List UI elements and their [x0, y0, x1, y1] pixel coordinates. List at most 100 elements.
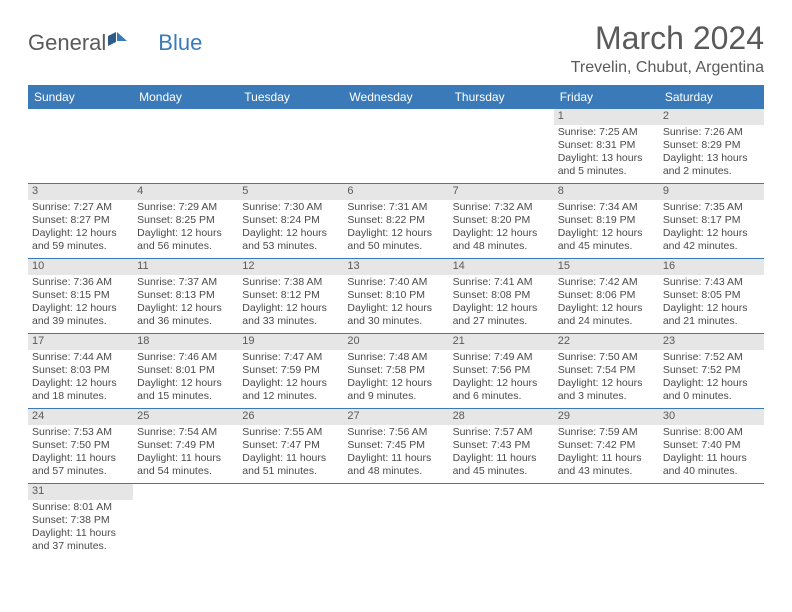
day-number: 16	[659, 259, 764, 275]
daylight-text-1: Daylight: 12 hours	[663, 377, 760, 390]
day-info: Sunrise: 7:49 AMSunset: 7:56 PMDaylight:…	[449, 350, 554, 406]
sunrise-text: Sunrise: 7:53 AM	[32, 426, 129, 439]
daylight-text-2: and 45 minutes.	[558, 240, 655, 253]
daylight-text-1: Daylight: 12 hours	[242, 302, 339, 315]
dayhead-mon: Monday	[133, 85, 238, 109]
calendar-row: 3Sunrise: 7:27 AMSunset: 8:27 PMDaylight…	[28, 184, 764, 259]
daylight-text-2: and 48 minutes.	[453, 240, 550, 253]
day-info: Sunrise: 7:57 AMSunset: 7:43 PMDaylight:…	[449, 425, 554, 481]
day-info: Sunrise: 7:56 AMSunset: 7:45 PMDaylight:…	[343, 425, 448, 481]
calendar-cell: 2Sunrise: 7:26 AMSunset: 8:29 PMDaylight…	[659, 109, 764, 184]
day-number: 3	[28, 184, 133, 200]
calendar-cell	[238, 109, 343, 184]
sunrise-text: Sunrise: 7:35 AM	[663, 201, 760, 214]
sunrise-text: Sunrise: 7:41 AM	[453, 276, 550, 289]
sunset-text: Sunset: 8:05 PM	[663, 289, 760, 302]
day-info: Sunrise: 7:46 AMSunset: 8:01 PMDaylight:…	[133, 350, 238, 406]
sunrise-text: Sunrise: 7:36 AM	[32, 276, 129, 289]
daylight-text-2: and 6 minutes.	[453, 390, 550, 403]
sunset-text: Sunset: 7:40 PM	[663, 439, 760, 452]
day-info: Sunrise: 7:36 AMSunset: 8:15 PMDaylight:…	[28, 275, 133, 331]
sunset-text: Sunset: 7:52 PM	[663, 364, 760, 377]
daylight-text-1: Daylight: 12 hours	[137, 377, 234, 390]
calendar-cell: 5Sunrise: 7:30 AMSunset: 8:24 PMDaylight…	[238, 184, 343, 259]
calendar-cell: 8Sunrise: 7:34 AMSunset: 8:19 PMDaylight…	[554, 184, 659, 259]
sunrise-text: Sunrise: 7:42 AM	[558, 276, 655, 289]
day-info: Sunrise: 7:32 AMSunset: 8:20 PMDaylight:…	[449, 200, 554, 256]
daylight-text-1: Daylight: 11 hours	[347, 452, 444, 465]
daylight-text-1: Daylight: 12 hours	[558, 227, 655, 240]
daylight-text-2: and 36 minutes.	[137, 315, 234, 328]
day-number: 26	[238, 409, 343, 425]
sunset-text: Sunset: 8:24 PM	[242, 214, 339, 227]
day-number: 18	[133, 334, 238, 350]
sunrise-text: Sunrise: 7:54 AM	[137, 426, 234, 439]
calendar-cell: 24Sunrise: 7:53 AMSunset: 7:50 PMDayligh…	[28, 409, 133, 484]
sunrise-text: Sunrise: 8:00 AM	[663, 426, 760, 439]
day-info: Sunrise: 7:34 AMSunset: 8:19 PMDaylight:…	[554, 200, 659, 256]
calendar-cell: 19Sunrise: 7:47 AMSunset: 7:59 PMDayligh…	[238, 334, 343, 409]
daylight-text-2: and 18 minutes.	[32, 390, 129, 403]
day-number: 6	[343, 184, 448, 200]
calendar-cell: 4Sunrise: 7:29 AMSunset: 8:25 PMDaylight…	[133, 184, 238, 259]
day-number: 10	[28, 259, 133, 275]
daylight-text-1: Daylight: 12 hours	[242, 227, 339, 240]
daylight-text-2: and 42 minutes.	[663, 240, 760, 253]
day-info: Sunrise: 7:42 AMSunset: 8:06 PMDaylight:…	[554, 275, 659, 331]
day-info: Sunrise: 7:47 AMSunset: 7:59 PMDaylight:…	[238, 350, 343, 406]
daylight-text-1: Daylight: 12 hours	[663, 302, 760, 315]
daylight-text-1: Daylight: 12 hours	[347, 377, 444, 390]
calendar-cell: 6Sunrise: 7:31 AMSunset: 8:22 PMDaylight…	[343, 184, 448, 259]
day-number: 15	[554, 259, 659, 275]
day-number: 9	[659, 184, 764, 200]
calendar-cell: 15Sunrise: 7:42 AMSunset: 8:06 PMDayligh…	[554, 259, 659, 334]
day-info: Sunrise: 7:55 AMSunset: 7:47 PMDaylight:…	[238, 425, 343, 481]
day-number: 19	[238, 334, 343, 350]
day-number: 22	[554, 334, 659, 350]
logo-text-general: General	[28, 30, 106, 56]
sunrise-text: Sunrise: 7:52 AM	[663, 351, 760, 364]
daylight-text-1: Daylight: 12 hours	[137, 302, 234, 315]
sunset-text: Sunset: 8:25 PM	[137, 214, 234, 227]
calendar-row: 10Sunrise: 7:36 AMSunset: 8:15 PMDayligh…	[28, 259, 764, 334]
logo: General Blue	[28, 20, 202, 56]
daylight-text-1: Daylight: 12 hours	[32, 227, 129, 240]
sunrise-text: Sunrise: 7:26 AM	[663, 126, 760, 139]
sunset-text: Sunset: 7:47 PM	[242, 439, 339, 452]
sunrise-text: Sunrise: 7:31 AM	[347, 201, 444, 214]
day-number: 5	[238, 184, 343, 200]
calendar-cell	[449, 109, 554, 184]
sunset-text: Sunset: 7:38 PM	[32, 514, 129, 527]
day-number: 2	[659, 109, 764, 125]
day-info: Sunrise: 7:43 AMSunset: 8:05 PMDaylight:…	[659, 275, 764, 331]
day-number: 7	[449, 184, 554, 200]
day-number: 28	[449, 409, 554, 425]
daylight-text-2: and 43 minutes.	[558, 465, 655, 478]
day-number: 12	[238, 259, 343, 275]
sunrise-text: Sunrise: 7:38 AM	[242, 276, 339, 289]
logo-flag-icon	[108, 28, 128, 54]
day-info: Sunrise: 7:52 AMSunset: 7:52 PMDaylight:…	[659, 350, 764, 406]
sunrise-text: Sunrise: 7:32 AM	[453, 201, 550, 214]
sunset-text: Sunset: 7:54 PM	[558, 364, 655, 377]
sunset-text: Sunset: 8:10 PM	[347, 289, 444, 302]
calendar-cell	[238, 484, 343, 559]
sunrise-text: Sunrise: 7:56 AM	[347, 426, 444, 439]
daylight-text-1: Daylight: 12 hours	[453, 377, 550, 390]
calendar-cell	[554, 484, 659, 559]
daylight-text-2: and 30 minutes.	[347, 315, 444, 328]
sunrise-text: Sunrise: 7:34 AM	[558, 201, 655, 214]
daylight-text-1: Daylight: 11 hours	[242, 452, 339, 465]
calendar-cell: 30Sunrise: 8:00 AMSunset: 7:40 PMDayligh…	[659, 409, 764, 484]
daylight-text-2: and 51 minutes.	[242, 465, 339, 478]
sunset-text: Sunset: 8:29 PM	[663, 139, 760, 152]
sunset-text: Sunset: 7:50 PM	[32, 439, 129, 452]
calendar-cell: 14Sunrise: 7:41 AMSunset: 8:08 PMDayligh…	[449, 259, 554, 334]
sunset-text: Sunset: 8:19 PM	[558, 214, 655, 227]
calendar-table: Sunday Monday Tuesday Wednesday Thursday…	[28, 85, 764, 558]
day-number: 24	[28, 409, 133, 425]
daylight-text-2: and 27 minutes.	[453, 315, 550, 328]
calendar-cell: 12Sunrise: 7:38 AMSunset: 8:12 PMDayligh…	[238, 259, 343, 334]
daylight-text-1: Daylight: 13 hours	[663, 152, 760, 165]
calendar-cell: 27Sunrise: 7:56 AMSunset: 7:45 PMDayligh…	[343, 409, 448, 484]
